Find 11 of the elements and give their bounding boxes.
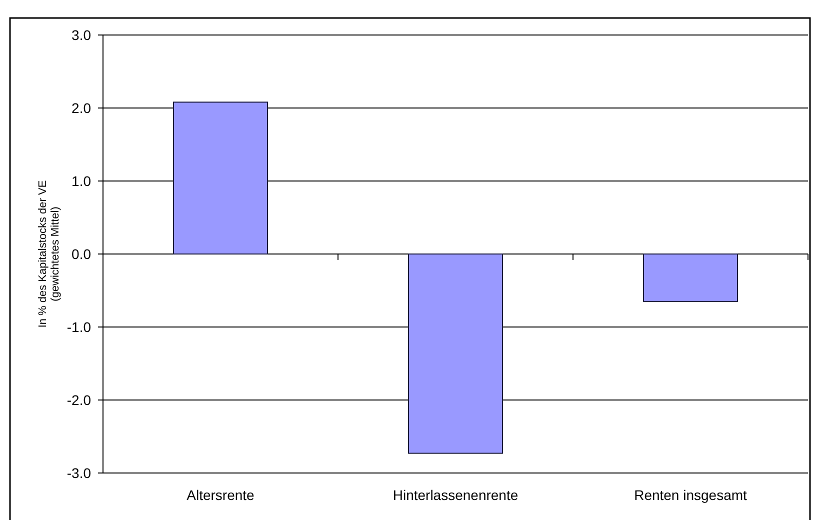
y-axis-title: In % des Kapitalstocks der VE (gewichtetes Mittel) [37, 180, 62, 328]
y-tick-label: 3.0 [72, 26, 92, 43]
x-tick-label: Hinterlassenenrente [392, 487, 518, 503]
y-tick-label: 1.0 [72, 172, 92, 189]
x-tick-label: Altersrente [186, 487, 255, 503]
y-tick-label: -1.0 [66, 318, 92, 335]
y-tick-label: 2.0 [72, 100, 92, 116]
y-tick-label: 0.0 [72, 246, 92, 262]
y-tick-label: -2.0 [66, 392, 92, 408]
y-tick-label: -3.0 [66, 464, 92, 481]
x-tick-label: Renten insgesamt [634, 487, 748, 503]
